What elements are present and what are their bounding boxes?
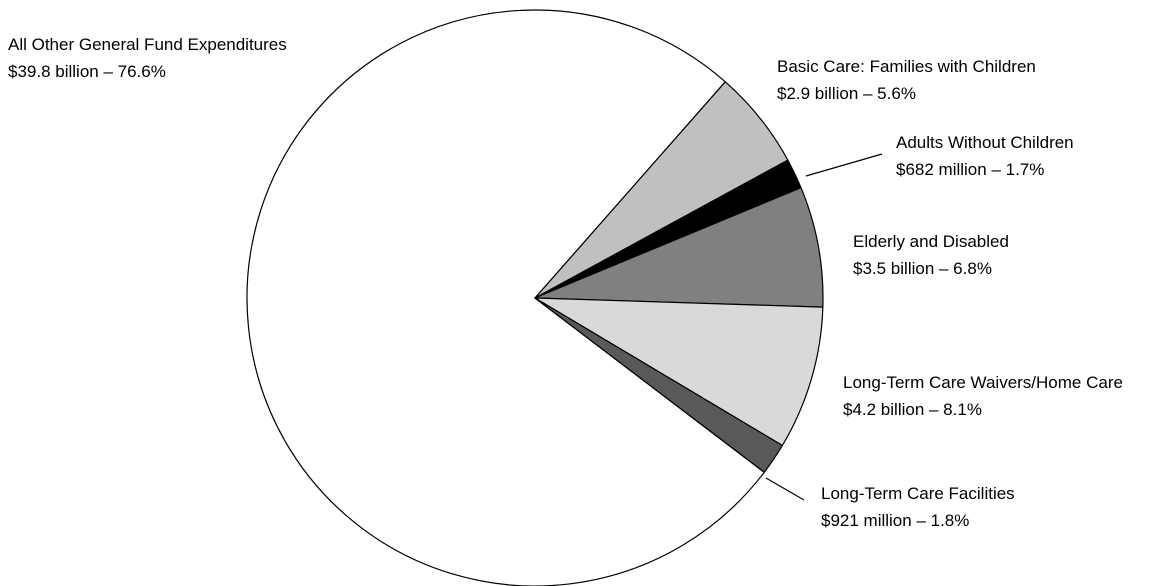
slice-label: Adults Without Children (896, 133, 1074, 152)
value-label: $921 million – 1.8% (821, 511, 969, 530)
slice (534, 297, 783, 473)
slice-label: All Other General Fund Expenditures (8, 35, 287, 54)
value-label: $4.2 billion – 8.1% (843, 400, 982, 419)
slice-label: Elderly and Disabled (853, 232, 1009, 251)
slice-label: Basic Care: Families with Children (777, 57, 1036, 76)
slice-label: Long-Term Care Facilities (821, 484, 1015, 503)
pie (246, 9, 824, 586)
leader-line (765, 477, 805, 501)
labels: All Other General Fund Expenditures $39.8… (8, 35, 1123, 530)
slice-label: Long-Term Care Waivers/Home Care (843, 373, 1123, 392)
slice (534, 187, 824, 308)
value-label: $682 million – 1.7% (896, 160, 1044, 179)
slice (246, 9, 765, 586)
value-label: $39.8 billion – 76.6% (8, 62, 166, 81)
slice (534, 297, 824, 447)
leader-line (805, 153, 883, 177)
value-label: $2.9 billion – 5.6% (777, 84, 916, 103)
value-label: $3.5 billion – 6.8% (853, 259, 992, 278)
